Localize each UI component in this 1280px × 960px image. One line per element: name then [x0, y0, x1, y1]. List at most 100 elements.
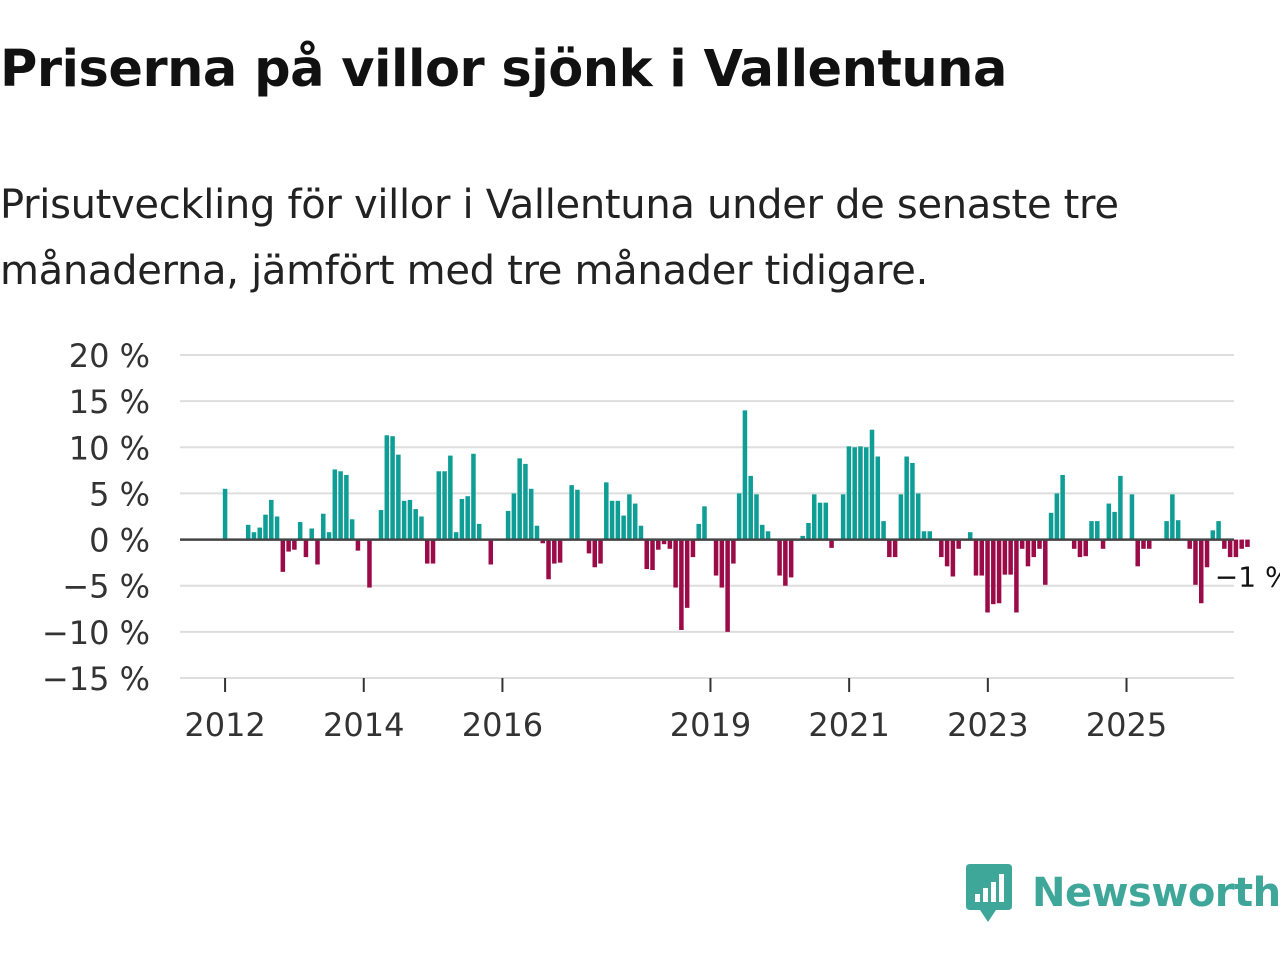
bar-negative — [1141, 539, 1146, 549]
bar-positive — [471, 453, 476, 540]
bar-negative — [684, 539, 690, 608]
bar-negative — [950, 539, 956, 577]
bar-positive — [569, 485, 574, 540]
bar-negative — [783, 539, 788, 586]
bar-positive — [840, 494, 846, 540]
bar-positive — [326, 532, 332, 540]
bar-positive — [736, 493, 742, 540]
y-tick-label: −15 % — [42, 660, 150, 698]
end-marker: −1 % — [1208, 557, 1280, 596]
bar-positive — [881, 521, 886, 540]
bar-chart: 20 %15 %10 %5 %0 %−5 %−10 %−15 % 2012 201… — [42, 337, 1280, 744]
bar-negative — [1100, 539, 1106, 549]
bar-positive — [396, 454, 401, 540]
bar-positive — [1112, 511, 1117, 540]
bar-positive — [332, 469, 338, 540]
x-tick-label: 2023 — [947, 706, 1028, 744]
bar-negative — [1019, 539, 1025, 549]
bar-negative — [679, 539, 684, 631]
bar-positive — [858, 446, 863, 540]
bar-negative — [1147, 539, 1152, 549]
bar-positive — [476, 523, 482, 540]
bar-negative — [1204, 539, 1210, 568]
bar-positive — [269, 499, 274, 540]
bar-positive — [1106, 503, 1112, 540]
bar-negative — [315, 539, 320, 565]
bar-positive — [419, 516, 424, 540]
bar-negative — [1239, 539, 1244, 549]
bar-negative — [731, 539, 736, 564]
chart-subtitle: Prisutveckling för villor i Vallentuna u… — [0, 182, 1119, 294]
bar-positive — [528, 488, 534, 540]
bar-negative — [996, 539, 1002, 604]
bar-positive — [621, 515, 626, 540]
bar-positive — [465, 496, 470, 540]
bar-positive — [263, 514, 268, 540]
bar-positive — [274, 516, 280, 540]
x-tick-label: 2021 — [808, 706, 889, 744]
bar-negative — [788, 539, 794, 578]
bar-positive — [511, 493, 517, 540]
bar-positive — [927, 531, 933, 540]
y-tick-label: 5 % — [89, 475, 150, 513]
bar-negative — [985, 539, 990, 613]
bar-positive — [702, 506, 707, 540]
bar-positive — [338, 471, 343, 540]
bar-positive — [245, 524, 251, 540]
end-value-label: −1 % — [1215, 560, 1280, 593]
y-tick-label: 20 % — [69, 337, 150, 375]
bar-negative — [973, 539, 979, 576]
bar-positive — [904, 456, 909, 540]
bar-positive — [349, 519, 355, 540]
bar-positive — [638, 525, 644, 540]
bar-negative — [673, 539, 678, 588]
bar-negative — [979, 539, 985, 576]
bar-negative — [1031, 539, 1036, 558]
bar-positive — [1210, 530, 1216, 540]
bar-positive — [257, 527, 262, 540]
bar-negative — [1071, 539, 1077, 549]
bar-positive — [448, 455, 453, 540]
bar-positive — [604, 482, 609, 540]
x-tick-label: 2012 — [184, 706, 265, 744]
bar-negative — [303, 539, 309, 558]
bar-negative — [1002, 539, 1008, 575]
bar-negative — [892, 539, 898, 558]
bar-positive — [321, 513, 326, 540]
bar-positive — [1048, 512, 1054, 540]
brand-name: Newsworthy — [1032, 870, 1280, 916]
bar-positive — [910, 462, 915, 540]
bar-negative — [1187, 539, 1192, 549]
bar-positive — [1060, 474, 1065, 540]
bar-negative — [280, 539, 286, 572]
bar-positive — [575, 489, 580, 540]
bar-negative — [557, 539, 563, 563]
bar-positive — [754, 494, 759, 540]
grid-lines — [180, 354, 1234, 679]
bar-negative — [1037, 539, 1042, 549]
bar-positive — [401, 500, 407, 540]
bar-negative — [598, 539, 603, 564]
x-tick-label: 2019 — [670, 706, 751, 744]
bar-negative — [430, 539, 436, 564]
bar-positive — [436, 471, 442, 540]
bar-positive — [1118, 475, 1123, 540]
end-dot — [1208, 569, 1222, 583]
bar-negative — [1193, 539, 1198, 585]
bar-negative — [1233, 539, 1239, 558]
bar-positive — [921, 531, 927, 540]
bar-negative — [725, 539, 730, 632]
bar-positive — [806, 522, 811, 540]
bar-negative — [586, 539, 592, 554]
bar-positive — [817, 502, 823, 540]
bar-positive — [1095, 521, 1100, 540]
y-tick-label: −5 % — [62, 568, 150, 606]
bar-positive — [765, 531, 771, 540]
bar-negative — [1077, 539, 1083, 558]
bar-positive — [632, 503, 638, 540]
bar-positive — [378, 510, 384, 540]
bar-positive — [898, 494, 904, 540]
bar-positive — [869, 429, 875, 540]
newsworthy-logo-icon — [966, 864, 1012, 922]
chart-title: Priserna på villor sjönk i Vallentuna — [0, 40, 1007, 99]
